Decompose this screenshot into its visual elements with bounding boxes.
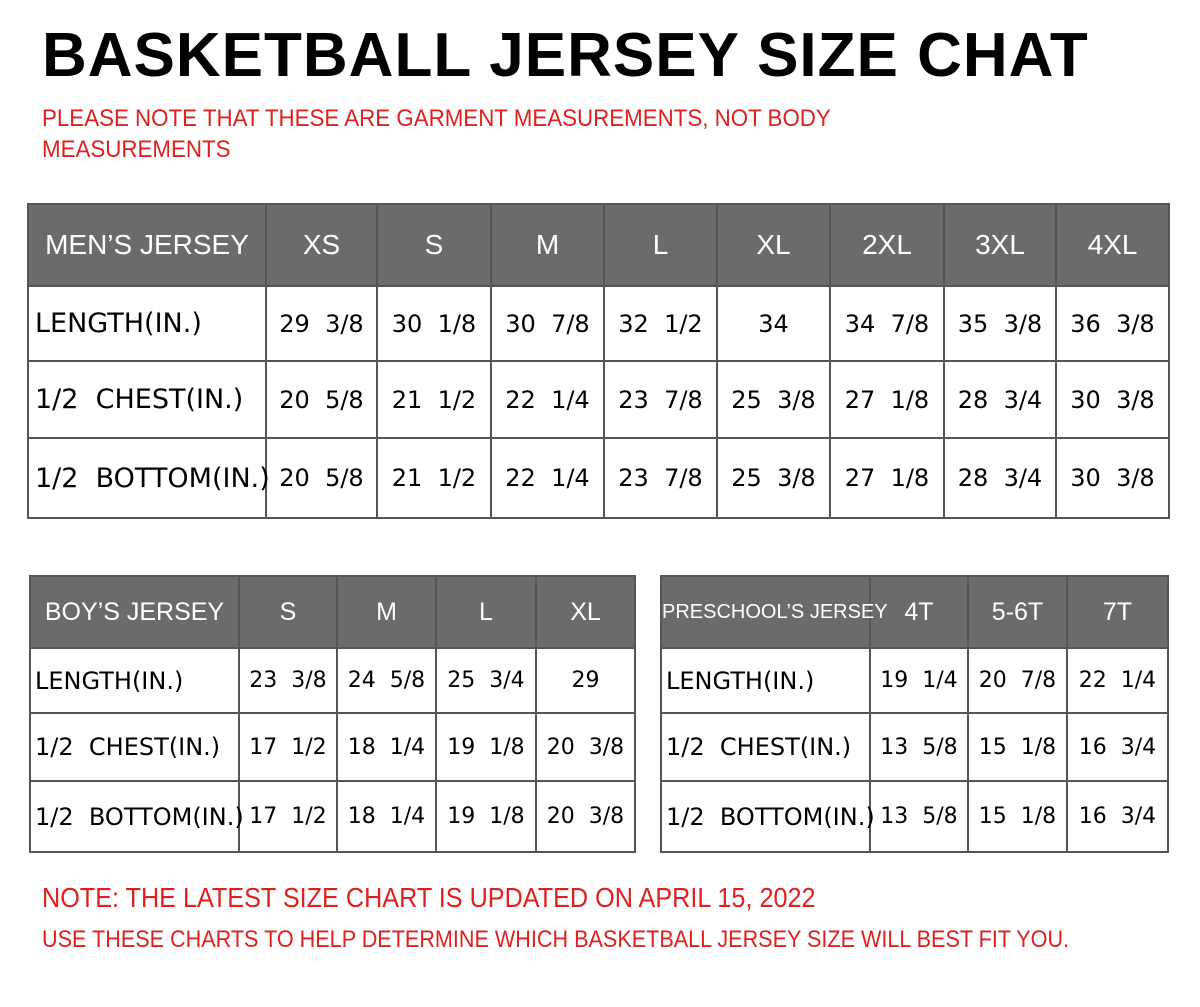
preschool-size-table: PRESCHOOL’S JERSEY 4T 5-6T 7T LENGTH(IN.) 19 … [660, 575, 1169, 853]
table-title: PRESCHOOL’S JERSEY [660, 575, 888, 649]
measurement-cell: 17 1/2 [238, 780, 338, 853]
measurement-cell: 22 1/4 [490, 360, 605, 439]
table-row: 1/2 BOTTOM(IN.) 20 5/8 21 1/2 22 1/4 23 7/8 2… [27, 437, 1170, 519]
measurement-cell: 27 1/8 [829, 437, 945, 519]
measurement-cell: 19 1/4 [869, 647, 969, 714]
table-row: 1/2 BOTTOM(IN.) 17 1/2 18 1/4 19 1/8 20 3/8 [29, 780, 636, 853]
measurement-cell: 20 5/8 [265, 360, 378, 439]
header-row: MEN’S JERSEY XS S M L XL 2XL 3XL 4XL [27, 203, 1170, 287]
row-label: LENGTH(IN.) [29, 647, 240, 714]
size-header: XL [716, 203, 831, 287]
measurement-cell: 30 3/8 [1055, 437, 1170, 519]
measurement-cell: 21 1/2 [376, 360, 492, 439]
measurement-cell: 25 3/8 [716, 360, 831, 439]
update-note: NOTE: THE LATEST SIZE CHART IS UPDATED O… [42, 882, 816, 913]
size-header: 4T [869, 575, 969, 649]
row-label: 1/2 CHEST(IN.) [29, 712, 240, 782]
measurement-cell: 20 3/8 [535, 780, 636, 853]
measurement-cell: 18 1/4 [336, 780, 437, 853]
row-label: 1/2 BOTTOM(IN.) [27, 437, 270, 519]
measurement-cell: 16 3/4 [1066, 712, 1169, 782]
measurement-cell: 17 1/2 [238, 712, 338, 782]
measurement-cell: 34 7/8 [829, 285, 945, 362]
table-row: LENGTH(IN.) 29 3/8 30 1/8 30 7/8 32 1/2 34 34 … [27, 285, 1170, 362]
table-title: MEN’S JERSEY [27, 203, 267, 287]
measurement-cell: 19 1/8 [435, 712, 537, 782]
header-row: BOY’S JERSEY S M L XL [29, 575, 636, 649]
size-header: M [490, 203, 605, 287]
table-row: 1/2 CHEST(IN.) 17 1/2 18 1/4 19 1/8 20 3/8 [29, 712, 636, 782]
table-row: 1/2 BOTTOM(IN.) 13 5/8 15 1/8 16 3/4 [660, 780, 1169, 853]
size-header: L [435, 575, 537, 649]
measurement-cell: 21 1/2 [376, 437, 492, 519]
measurement-cell: 30 7/8 [490, 285, 605, 362]
row-label: 1/2 BOTTOM(IN.) [660, 780, 875, 853]
size-header: XL [535, 575, 636, 649]
measurement-cell: 25 3/8 [716, 437, 831, 519]
measurement-cell: 27 1/8 [829, 360, 945, 439]
row-label: 1/2 CHEST(IN.) [27, 360, 267, 439]
measurement-cell: 29 3/8 [265, 285, 378, 362]
measurement-cell: 22 1/4 [1066, 647, 1169, 714]
table-row: 1/2 CHEST(IN.) 20 5/8 21 1/2 22 1/4 23 7/8 25… [27, 360, 1170, 439]
measurement-cell: 24 5/8 [336, 647, 437, 714]
measurement-cell: 35 3/8 [943, 285, 1057, 362]
measurement-cell: 25 3/4 [435, 647, 537, 714]
size-header: XS [265, 203, 378, 287]
table-row: LENGTH(IN.) 19 1/4 20 7/8 22 1/4 [660, 647, 1169, 714]
size-header: 4XL [1055, 203, 1170, 287]
table-title: BOY’S JERSEY [29, 575, 240, 649]
measurement-cell: 22 1/4 [490, 437, 605, 519]
measurement-cell: 20 5/8 [265, 437, 378, 519]
measurement-cell: 30 3/8 [1055, 360, 1170, 439]
size-header: 5-6T [967, 575, 1068, 649]
measurement-cell: 23 3/8 [238, 647, 338, 714]
measurement-cell: 19 1/8 [435, 780, 537, 853]
measurement-cell: 34 [716, 285, 831, 362]
mens-size-table: MEN’S JERSEY XS S M L XL 2XL 3XL 4XL LENGTH(IN.) 2… [27, 203, 1170, 519]
measurement-cell: 16 3/4 [1066, 780, 1169, 853]
usage-note: USE THESE CHARTS TO HELP DETERMINE WHICH… [42, 926, 1070, 953]
size-header: M [336, 575, 437, 649]
garment-note: PLEASE NOTE THAT THESE ARE GARMENT MEASU… [42, 105, 831, 163]
size-header: 3XL [943, 203, 1057, 287]
page-title: BASKETBALL JERSEY SIZE CHAT [42, 21, 1089, 90]
row-label: 1/2 CHEST(IN.) [660, 712, 871, 782]
measurement-cell: 28 3/4 [943, 437, 1057, 519]
size-header: L [603, 203, 718, 287]
measurement-cell: 13 5/8 [869, 780, 969, 853]
measurement-cell: 30 1/8 [376, 285, 492, 362]
table-row: 1/2 CHEST(IN.) 13 5/8 15 1/8 16 3/4 [660, 712, 1169, 782]
size-header: 2XL [829, 203, 945, 287]
size-header: S [376, 203, 492, 287]
measurement-cell: 13 5/8 [869, 712, 969, 782]
measurement-cell: 18 1/4 [336, 712, 437, 782]
measurement-cell: 32 1/2 [603, 285, 718, 362]
measurement-cell: 20 3/8 [535, 712, 636, 782]
measurement-cell: 20 7/8 [967, 647, 1068, 714]
header-row: PRESCHOOL’S JERSEY 4T 5-6T 7T [660, 575, 1169, 649]
measurement-cell: 36 3/8 [1055, 285, 1170, 362]
row-label: LENGTH(IN.) [660, 647, 871, 714]
table-row: LENGTH(IN.) 23 3/8 24 5/8 25 3/4 29 [29, 647, 636, 714]
measurement-cell: 23 7/8 [603, 437, 718, 519]
row-label: LENGTH(IN.) [27, 285, 267, 362]
size-header: 7T [1066, 575, 1169, 649]
measurement-cell: 15 1/8 [967, 712, 1068, 782]
measurement-cell: 28 3/4 [943, 360, 1057, 439]
measurement-cell: 23 7/8 [603, 360, 718, 439]
size-header: S [238, 575, 338, 649]
row-label: 1/2 BOTTOM(IN.) [29, 780, 244, 853]
boys-size-table: BOY’S JERSEY S M L XL LENGTH(IN.) 23 3/8 24 5/8… [29, 575, 636, 853]
measurement-cell: 15 1/8 [967, 780, 1068, 853]
measurement-cell: 29 [535, 647, 636, 714]
